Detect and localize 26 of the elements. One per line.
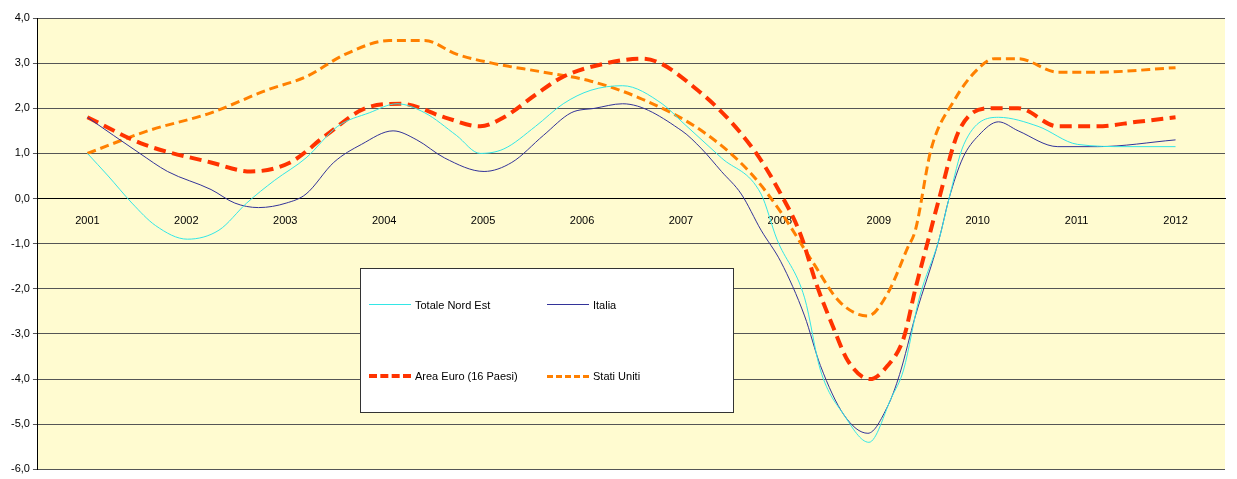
y-tick-label: 2,0: [14, 101, 30, 114]
x-tick-label: 2004: [371, 214, 397, 227]
x-tick-label: 2009: [866, 214, 892, 227]
legend-label: Stati Uniti: [593, 370, 641, 383]
x-tick-label: 2007: [668, 214, 694, 227]
y-tick-label: -3,0: [10, 327, 30, 340]
legend-label: Area Euro (16 Paesi): [415, 370, 518, 383]
y-tick-label: 4,0: [14, 11, 30, 24]
x-tick-label: 2003: [273, 214, 298, 227]
x-tick-label: 2010: [965, 214, 990, 227]
y-tick-label: 1,0: [14, 146, 30, 159]
legend-label: Totale Nord Est: [415, 298, 491, 311]
y-tick-label: -5,0: [10, 417, 30, 430]
x-tick-label: 2002: [174, 214, 199, 227]
y-tick-label: -6,0: [10, 462, 30, 475]
y-tick-label: 0,0: [14, 191, 30, 204]
x-tick-label: 2011: [1064, 214, 1089, 227]
x-tick-label: 2005: [470, 214, 496, 227]
x-tick-label: 2012: [1163, 214, 1188, 227]
y-tick-label: -1,0: [10, 236, 30, 249]
y-tick-label: -2,0: [10, 281, 30, 294]
y-tick-label: -4,0: [10, 372, 30, 385]
x-tick-label: 2006: [569, 214, 595, 227]
x-tick-label: 2001: [75, 214, 100, 227]
y-tick-label: 3,0: [14, 56, 30, 69]
legend-label: Italia: [593, 298, 617, 311]
